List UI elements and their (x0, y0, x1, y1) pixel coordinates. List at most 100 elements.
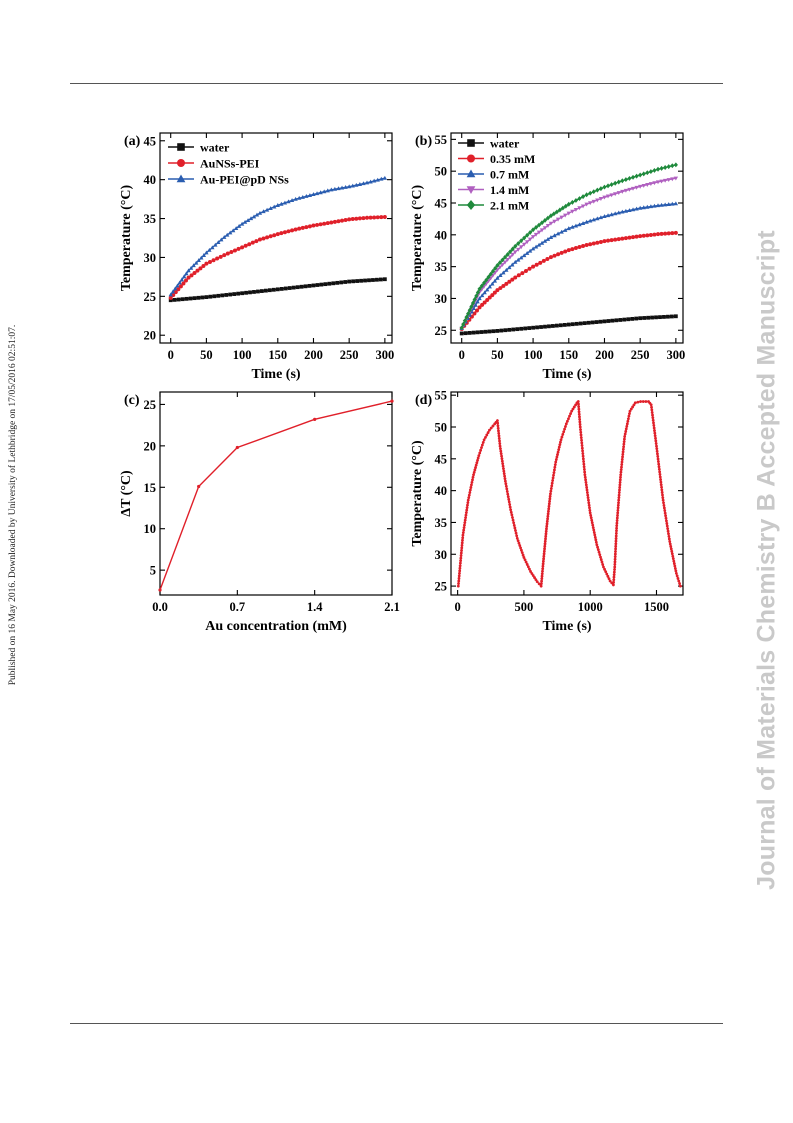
data-point (496, 421, 500, 425)
data-point (591, 199, 596, 204)
series-line (159, 400, 393, 591)
data-point (541, 562, 545, 566)
data-point (188, 265, 194, 270)
data-point (606, 574, 610, 578)
data-point (544, 529, 548, 533)
data-point (670, 231, 675, 236)
data-point (186, 275, 191, 280)
data-point (567, 417, 570, 421)
data-point (300, 194, 305, 199)
data-point (507, 279, 512, 284)
data-point (620, 463, 624, 466)
data-point (506, 492, 510, 496)
data-point (361, 181, 366, 186)
data-point (667, 537, 671, 541)
data-point (546, 514, 550, 518)
series-0-35-mm (459, 230, 678, 331)
data-point (652, 424, 656, 427)
data-point (620, 465, 623, 469)
data-point (490, 293, 495, 298)
data-point (476, 456, 480, 460)
data-point (656, 454, 660, 458)
data-point (457, 574, 461, 578)
data-point (282, 230, 287, 235)
data-point (577, 245, 582, 250)
data-point (459, 331, 464, 336)
data-point (573, 246, 578, 251)
data-point (577, 206, 582, 211)
data-point (510, 513, 514, 517)
data-point (588, 508, 592, 512)
data-point (198, 266, 203, 271)
data-point (336, 186, 341, 191)
data-point (482, 438, 486, 442)
data-point (603, 567, 606, 571)
data-point (659, 165, 664, 171)
data-point (516, 539, 520, 543)
data-point (347, 279, 352, 284)
data-point (242, 219, 248, 224)
data-point (631, 405, 635, 409)
data-point (457, 582, 460, 585)
data-point (660, 488, 664, 492)
data-point (619, 468, 623, 472)
data-point (546, 517, 549, 521)
data-point (504, 482, 508, 486)
data-point (658, 475, 662, 479)
data-point (531, 227, 536, 233)
data-point (461, 531, 465, 535)
data-point (588, 511, 592, 515)
data-point (652, 421, 655, 425)
data-point (668, 540, 672, 543)
data-point (661, 498, 665, 502)
data-point (329, 187, 334, 192)
data-point (375, 277, 379, 282)
data-point (489, 426, 493, 430)
data-point (580, 438, 583, 442)
data-point (579, 436, 583, 440)
data-point (617, 501, 620, 505)
data-point (540, 574, 544, 578)
data-point (303, 284, 308, 289)
series-line (170, 216, 385, 299)
data-point (609, 238, 614, 243)
data-point (637, 205, 643, 210)
data-point (657, 462, 661, 466)
data-point (614, 318, 619, 323)
data-point (623, 177, 628, 183)
data-point (613, 560, 617, 564)
data-point (602, 195, 607, 200)
data-point (501, 283, 506, 288)
data-point (382, 277, 387, 282)
data-point (508, 503, 512, 506)
y-tick-label: 30 (144, 251, 157, 265)
data-point (304, 225, 309, 230)
legend-marker (176, 174, 186, 183)
data-point (297, 195, 302, 200)
data-point (677, 579, 681, 583)
data-point (584, 192, 589, 198)
data-point (578, 415, 581, 419)
x-tick-label: 150 (268, 348, 287, 362)
data-point (583, 475, 587, 479)
data-point (615, 521, 619, 525)
data-point (378, 277, 383, 282)
data-point (584, 478, 588, 482)
data-point (467, 330, 472, 335)
data-point (509, 510, 513, 514)
data-point (598, 186, 603, 192)
data-point (654, 439, 658, 443)
data-point (657, 467, 661, 471)
data-point (673, 567, 677, 570)
data-point (315, 283, 320, 287)
data-point (247, 242, 252, 247)
data-point (503, 477, 507, 480)
data-point (654, 315, 658, 320)
data-point (371, 278, 375, 282)
data-point (222, 253, 227, 258)
data-point (510, 262, 515, 267)
data-point (372, 215, 377, 220)
data-point (672, 559, 676, 563)
data-point (347, 217, 352, 222)
data-point (613, 180, 618, 186)
